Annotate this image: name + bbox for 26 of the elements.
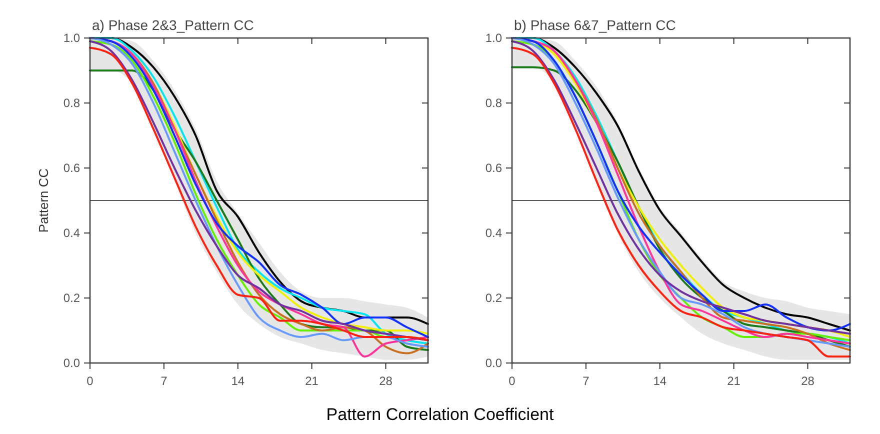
y-axis-title: Pattern CC bbox=[36, 168, 51, 233]
y-tick-label: 1.0 bbox=[63, 31, 80, 45]
y-tick-label: 0.2 bbox=[485, 291, 502, 305]
x-tick-label: 14 bbox=[653, 374, 667, 388]
y-tick-label: 0.6 bbox=[485, 161, 502, 175]
y-tick-label: 1.0 bbox=[485, 31, 502, 45]
x-tick-label: 0 bbox=[508, 374, 516, 388]
x-tick-label: 28 bbox=[379, 374, 393, 388]
y-tick-label: 0.2 bbox=[63, 291, 80, 305]
x-tick-label: 7 bbox=[160, 374, 168, 388]
y-tick-label: 0.4 bbox=[63, 226, 80, 240]
text: Pattern Correlation Coefficient bbox=[326, 405, 554, 424]
x-tick-label: 0 bbox=[86, 374, 94, 388]
x-tick-label: 21 bbox=[727, 374, 741, 388]
y-tick-label: 0.4 bbox=[485, 226, 502, 240]
y-tick-label: 0.6 bbox=[63, 161, 80, 175]
x-tick-label: 28 bbox=[801, 374, 815, 388]
y-tick-label: 0.8 bbox=[63, 96, 80, 110]
x-tick-label: 7 bbox=[582, 374, 590, 388]
chart-title: b) Phase 6&7_Pattern CC bbox=[514, 17, 676, 33]
chart-title: a) Phase 2&3_Pattern CC bbox=[92, 17, 254, 33]
x-tick-label: 21 bbox=[305, 374, 319, 388]
y-tick-label: 0.0 bbox=[63, 356, 80, 370]
y-tick-label: 0.8 bbox=[485, 96, 502, 110]
y-tick-label: 0.0 bbox=[485, 356, 502, 370]
x-tick-label: 14 bbox=[231, 374, 245, 388]
